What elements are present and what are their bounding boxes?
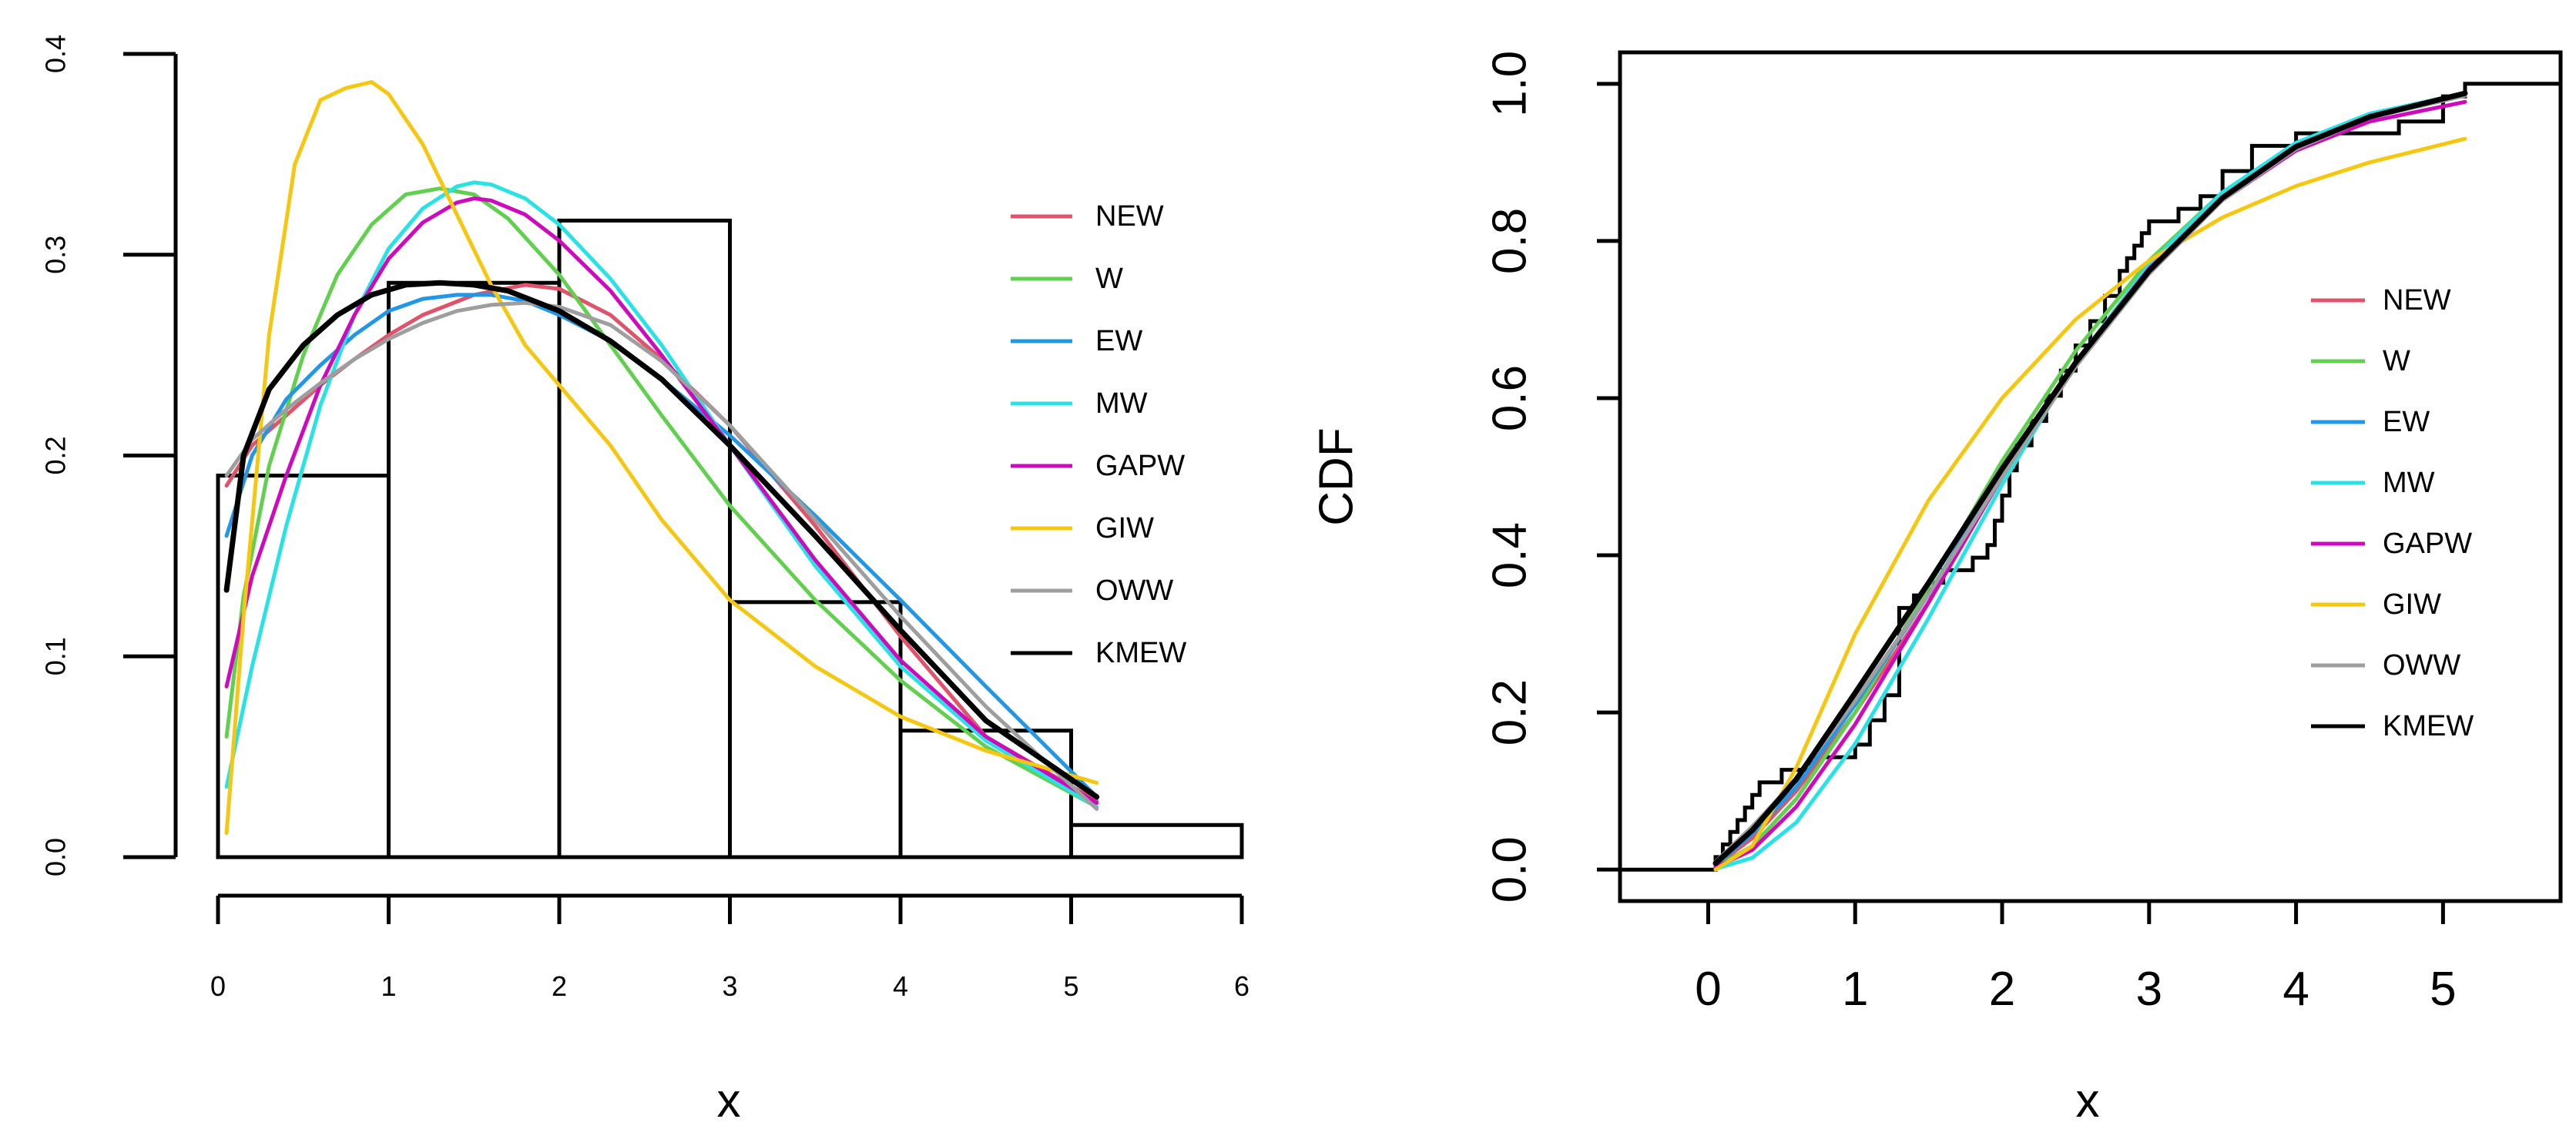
legend-label: GAPW (2383, 528, 2472, 560)
y-tick-label: 0.0 (40, 838, 72, 876)
y-tick-label: 0.4 (40, 35, 72, 73)
y-tick-label: 0.0 (1484, 836, 1537, 903)
legend-label: NEW (2383, 284, 2451, 317)
legend-label: EW (1095, 325, 1142, 357)
density-curve-kmew (223, 280, 1100, 800)
y-tick-label: 0.8 (1484, 208, 1537, 274)
legend-label: GIW (2383, 588, 2441, 621)
y-tick-label: 0.2 (40, 436, 72, 474)
x-tick-label: 1 (1842, 963, 1868, 1016)
histogram-bar (728, 600, 903, 859)
histogram-bar (557, 218, 732, 859)
legend-label: OWW (1095, 575, 1173, 607)
legend-label: KMEW (2383, 710, 2474, 742)
x-tick-label: 2 (552, 970, 567, 1002)
legend-label: GAPW (1095, 450, 1185, 482)
y-tick-label: 0.3 (40, 236, 72, 274)
y-axis-label: CDF (1310, 427, 1363, 525)
y-tick-label: 0.4 (1484, 522, 1537, 588)
x-tick-label: 5 (1063, 970, 1078, 1002)
plot-frame (1618, 50, 2563, 903)
x-tick-label: 4 (2283, 963, 2309, 1016)
right-cdf-plot: 0.0 0.2 0.4 0.6 0.8 1.0 CDF 0 1 2 3 4 5 x NEW W EW MW GAPW… (1310, 50, 2563, 1127)
legend-label: NEW (1095, 200, 1164, 233)
x-tick-label: 1 (381, 970, 396, 1002)
x-tick-label: 5 (2430, 963, 2456, 1016)
x-axis-label: x (717, 1074, 741, 1127)
x-tick-label: 0 (1695, 963, 1721, 1016)
legend-label: W (1095, 263, 1123, 295)
density-curve-ew (224, 293, 1099, 799)
x-tick-label: 2 (1989, 963, 2015, 1016)
density-curve-w (224, 186, 1099, 809)
y-tick-label: 0.2 (1484, 679, 1537, 745)
legend-label: OWW (2383, 649, 2460, 682)
legend-label: MW (1095, 387, 1148, 420)
legend-label: W (2383, 345, 2410, 377)
y-tick-label: 0.1 (40, 637, 72, 675)
x-tick-label: 3 (722, 970, 737, 1002)
histogram-bar (387, 280, 562, 859)
density-curve-giw (224, 80, 1099, 836)
histogram-bar (216, 474, 391, 859)
left-density-plot: 0.0 0.1 0.2 0.3 0.4 0 1 2 3 4 5 6 x NEW W EW MW GAPW GIW OW… (40, 35, 1250, 1127)
empirical-cdf-step (1620, 82, 2561, 872)
cdf-curve-giw (1713, 136, 2467, 872)
x-tick-label: 3 (2136, 963, 2162, 1016)
x-tick-label: 0 (210, 970, 226, 1002)
density-curve-oww (224, 300, 1099, 811)
x-axis-label: x (2076, 1074, 2100, 1127)
y-tick-label: 1.0 (1484, 51, 1537, 117)
density-curve-new (224, 283, 1099, 803)
legend-label: KMEW (1095, 637, 1186, 669)
legend-label: GIW (1095, 512, 1154, 544)
legend-label: EW (2383, 406, 2430, 438)
cdf-curve-kmew (1712, 90, 2468, 866)
x-tick-label: 6 (1234, 970, 1249, 1002)
x-tick-label: 4 (893, 970, 908, 1002)
y-tick-label: 0.6 (1484, 365, 1537, 431)
density-curve-mw (224, 180, 1099, 809)
histogram-bar (1069, 822, 1244, 859)
legend-label: MW (2383, 467, 2435, 499)
